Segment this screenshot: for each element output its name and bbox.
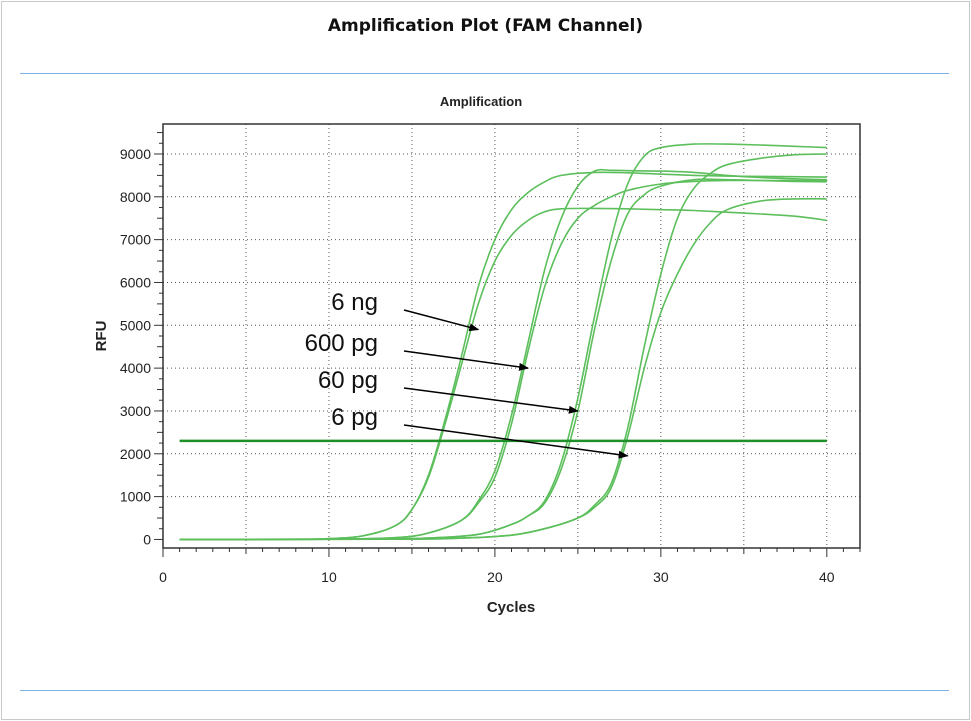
y-axis-label: RFU [93, 321, 110, 352]
annotation-arrow [403, 350, 530, 371]
amplification-curve-1 [179, 171, 827, 541]
amplification-curve-4 [179, 179, 827, 541]
amplification-curve-5 [179, 143, 827, 541]
top-divider [20, 73, 949, 74]
page-title: Amplification Plot (FAM Channel) [327, 16, 644, 36]
y-tick-label: 7000 [120, 232, 151, 248]
y-tick-label: 0 [143, 531, 151, 547]
amplification-curve-3 [179, 168, 827, 541]
x-tick-label: 40 [819, 569, 835, 585]
annotation-arrow [403, 387, 579, 414]
x-axis-label: Cycles [487, 599, 535, 616]
y-tick-label: 6000 [120, 274, 151, 290]
annotation-arrow [403, 309, 480, 332]
x-tick-label: 10 [321, 569, 337, 585]
plot-area-border [162, 123, 861, 549]
y-tick-label: 9000 [120, 146, 151, 162]
y-tick-label: 3000 [120, 403, 151, 419]
annotations: 6 ng 600 pg 60 pg 6 pg [305, 289, 629, 459]
annotation-label: 6 pg [331, 404, 378, 431]
x-tick-label: 0 [159, 569, 167, 585]
amplification-curve-2 [179, 207, 827, 541]
x-tick-label: 30 [653, 569, 669, 585]
y-tick-label: 4000 [120, 360, 151, 376]
y-tick-label: 2000 [120, 446, 151, 462]
chart-title: Amplification [440, 94, 522, 109]
bottom-divider [20, 690, 949, 691]
annotation-label: 60 pg [318, 367, 378, 394]
amplification-curve-8 [179, 197, 827, 541]
annotation-label: 6 ng [331, 289, 378, 316]
y-tick-label: 5000 [120, 317, 151, 333]
amplification-curve-6 [179, 178, 827, 541]
annotation-arrow [403, 424, 629, 459]
amplification-curves [179, 143, 827, 541]
axis-ticks: 0 10 20 30 40 0 1000 2000 3000 4000 5000 6000 7000 80… [120, 132, 861, 585]
x-tick-label: 20 [487, 569, 503, 585]
y-tick-label: 8000 [120, 189, 151, 205]
y-tick-label: 1000 [120, 489, 151, 505]
grid [163, 124, 860, 548]
annotation-label: 600 pg [305, 330, 378, 357]
